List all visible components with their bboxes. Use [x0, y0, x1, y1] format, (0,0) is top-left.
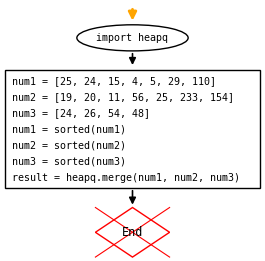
Text: import heapq: import heapq	[96, 33, 169, 43]
Text: result = heapq.merge(num1, num2, num3): result = heapq.merge(num1, num2, num3)	[12, 173, 240, 183]
Polygon shape	[95, 207, 170, 257]
Bar	[5, 70, 260, 188]
Ellipse shape	[77, 25, 188, 51]
Text: num3 = sorted(num3): num3 = sorted(num3)	[12, 157, 126, 167]
Text: num1 = [25, 24, 15, 4, 5, 29, 110]: num1 = [25, 24, 15, 4, 5, 29, 110]	[12, 76, 216, 86]
Text: num2 = [19, 20, 11, 56, 25, 233, 154]: num2 = [19, 20, 11, 56, 25, 233, 154]	[12, 92, 234, 102]
Text: num1 = sorted(num1): num1 = sorted(num1)	[12, 124, 126, 134]
Text: num3 = [24, 26, 54, 48]: num3 = [24, 26, 54, 48]	[12, 108, 150, 118]
Text: End: End	[122, 226, 143, 239]
Text: num2 = sorted(num2): num2 = sorted(num2)	[12, 140, 126, 150]
